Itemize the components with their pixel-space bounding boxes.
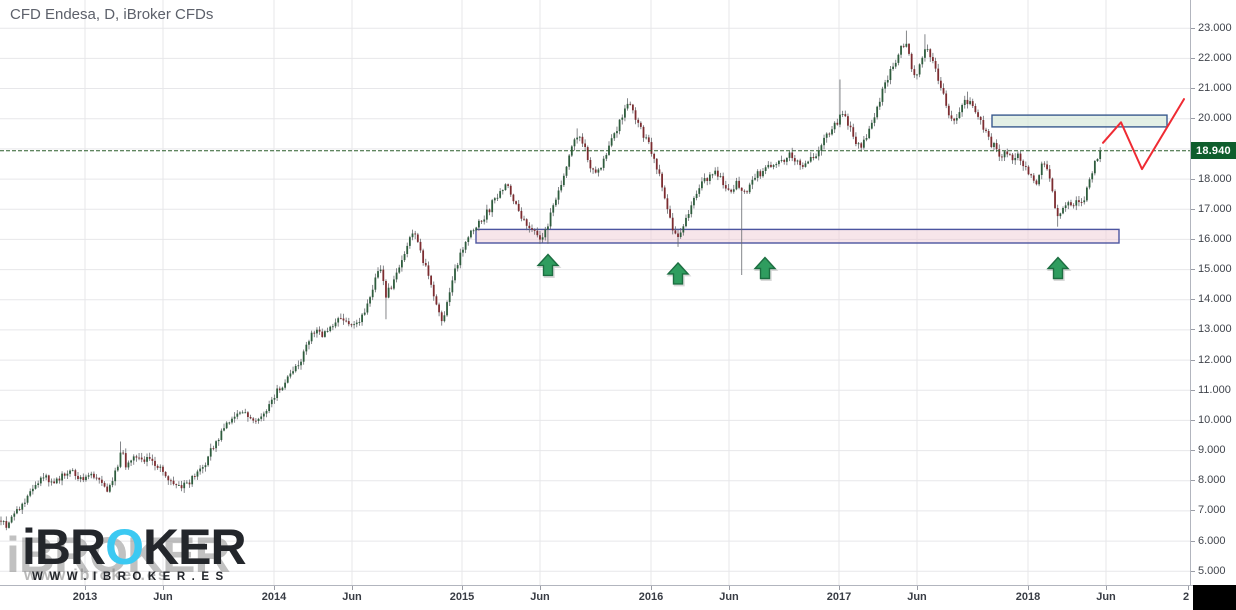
price-tick-mark [1191,88,1195,90]
time-tick-mark [1106,586,1107,590]
price-zones [475,114,1168,244]
price-tick-label: 17.000 [1198,202,1232,215]
gridlines [0,0,1190,585]
time-tick-mark [352,586,353,590]
price-tick-label: 11.000 [1198,383,1231,396]
buy-arrow-markers [536,253,1072,287]
time-tick-mark [839,586,840,590]
price-tick-mark [1191,419,1195,421]
time-tick-label: 2015 [449,591,475,603]
time-tick-label: Jun [907,591,927,603]
time-tick-mark [917,586,918,590]
up-arrow-icon [666,261,690,285]
price-tick-label: 10.000 [1198,413,1232,426]
chart-canvas[interactable] [0,0,1190,585]
time-tick-label: 2013 [72,591,98,603]
corner-cover-box [1193,585,1236,610]
time-tick-mark [274,586,275,590]
candles-layer [0,30,1102,531]
time-tick-label: Jun [719,591,739,603]
time-axis[interactable]: 2013 Jun 2014 Jun 2015 Jun 2016 Jun 2017 Jun 2018 J… [0,585,1236,610]
price-tick-label: 12.000 [1198,353,1232,366]
up-arrow-icon [536,253,560,277]
time-tick-label: Jun [1096,591,1116,603]
time-tick-label: Jun [530,591,550,603]
price-tick-mark [1191,480,1195,482]
price-tick-label: 21.000 [1198,82,1232,95]
price-tick-label: 6.000 [1198,534,1226,547]
time-tick-label: 2017 [826,591,852,603]
price-tick-label: 15.000 [1198,263,1232,276]
chart-plot-area[interactable] [0,0,1190,585]
time-tick-mark [163,586,164,590]
time-tick-mark [729,586,730,590]
price-tick-label: 18.000 [1198,172,1232,185]
time-tick-label: Jun [153,591,173,603]
price-tick-mark [1191,299,1195,301]
price-tick-label: 20.000 [1198,112,1232,125]
price-tick-label: 13.000 [1198,323,1232,336]
last-price-badge: 18.940 [1191,142,1236,160]
price-tick-mark [1191,450,1195,452]
price-tick-mark [1191,269,1195,271]
price-tick-mark [1191,118,1195,120]
symbol-title: CFD Endesa, D, iBroker CFDs [10,6,214,23]
price-tick-label: 7.000 [1198,504,1226,517]
support-zone [475,228,1120,244]
time-tick-label: 2016 [638,591,664,603]
price-tick-mark [1191,540,1195,542]
price-tick-label: 5.000 [1198,564,1226,577]
time-tick-mark [85,586,86,590]
time-tick-label: Jun [342,591,362,603]
price-tick-label: 9.000 [1198,444,1226,457]
price-tick-mark [1191,238,1195,240]
up-arrow-icon [753,256,777,280]
price-tick-label: 8.000 [1198,474,1226,487]
projection-trend-line[interactable] [1102,98,1185,171]
price-tick-label: 16.000 [1198,232,1232,245]
time-tick-label: 2018 [1015,591,1041,603]
price-tick-mark [1191,27,1195,29]
time-tick-mark [1028,586,1029,590]
up-arrow-icon [1046,256,1070,280]
price-tick-mark [1191,570,1195,572]
price-tick-mark [1191,329,1195,331]
time-tick-label: 2014 [261,591,287,603]
time-tick-mark [651,586,652,590]
price-axis[interactable]: 18.940 23.000 22.000 21.000 20.000 18.000 17.… [1190,0,1236,585]
resistance-zone [991,114,1168,128]
time-tick-mark [540,586,541,590]
price-tick-label: 22.000 [1198,51,1232,64]
price-tick-mark [1191,178,1195,180]
time-tick-label: 2 [1183,591,1190,603]
price-tick-mark [1191,389,1195,391]
time-tick-mark [1188,586,1189,590]
price-tick-mark [1191,57,1195,59]
price-tick-mark [1191,510,1195,512]
price-tick-mark [1191,208,1195,210]
price-tick-label: 23.000 [1198,21,1232,34]
time-tick-mark [462,586,463,590]
price-tick-mark [1191,359,1195,361]
price-tick-label: 14.000 [1198,293,1232,306]
